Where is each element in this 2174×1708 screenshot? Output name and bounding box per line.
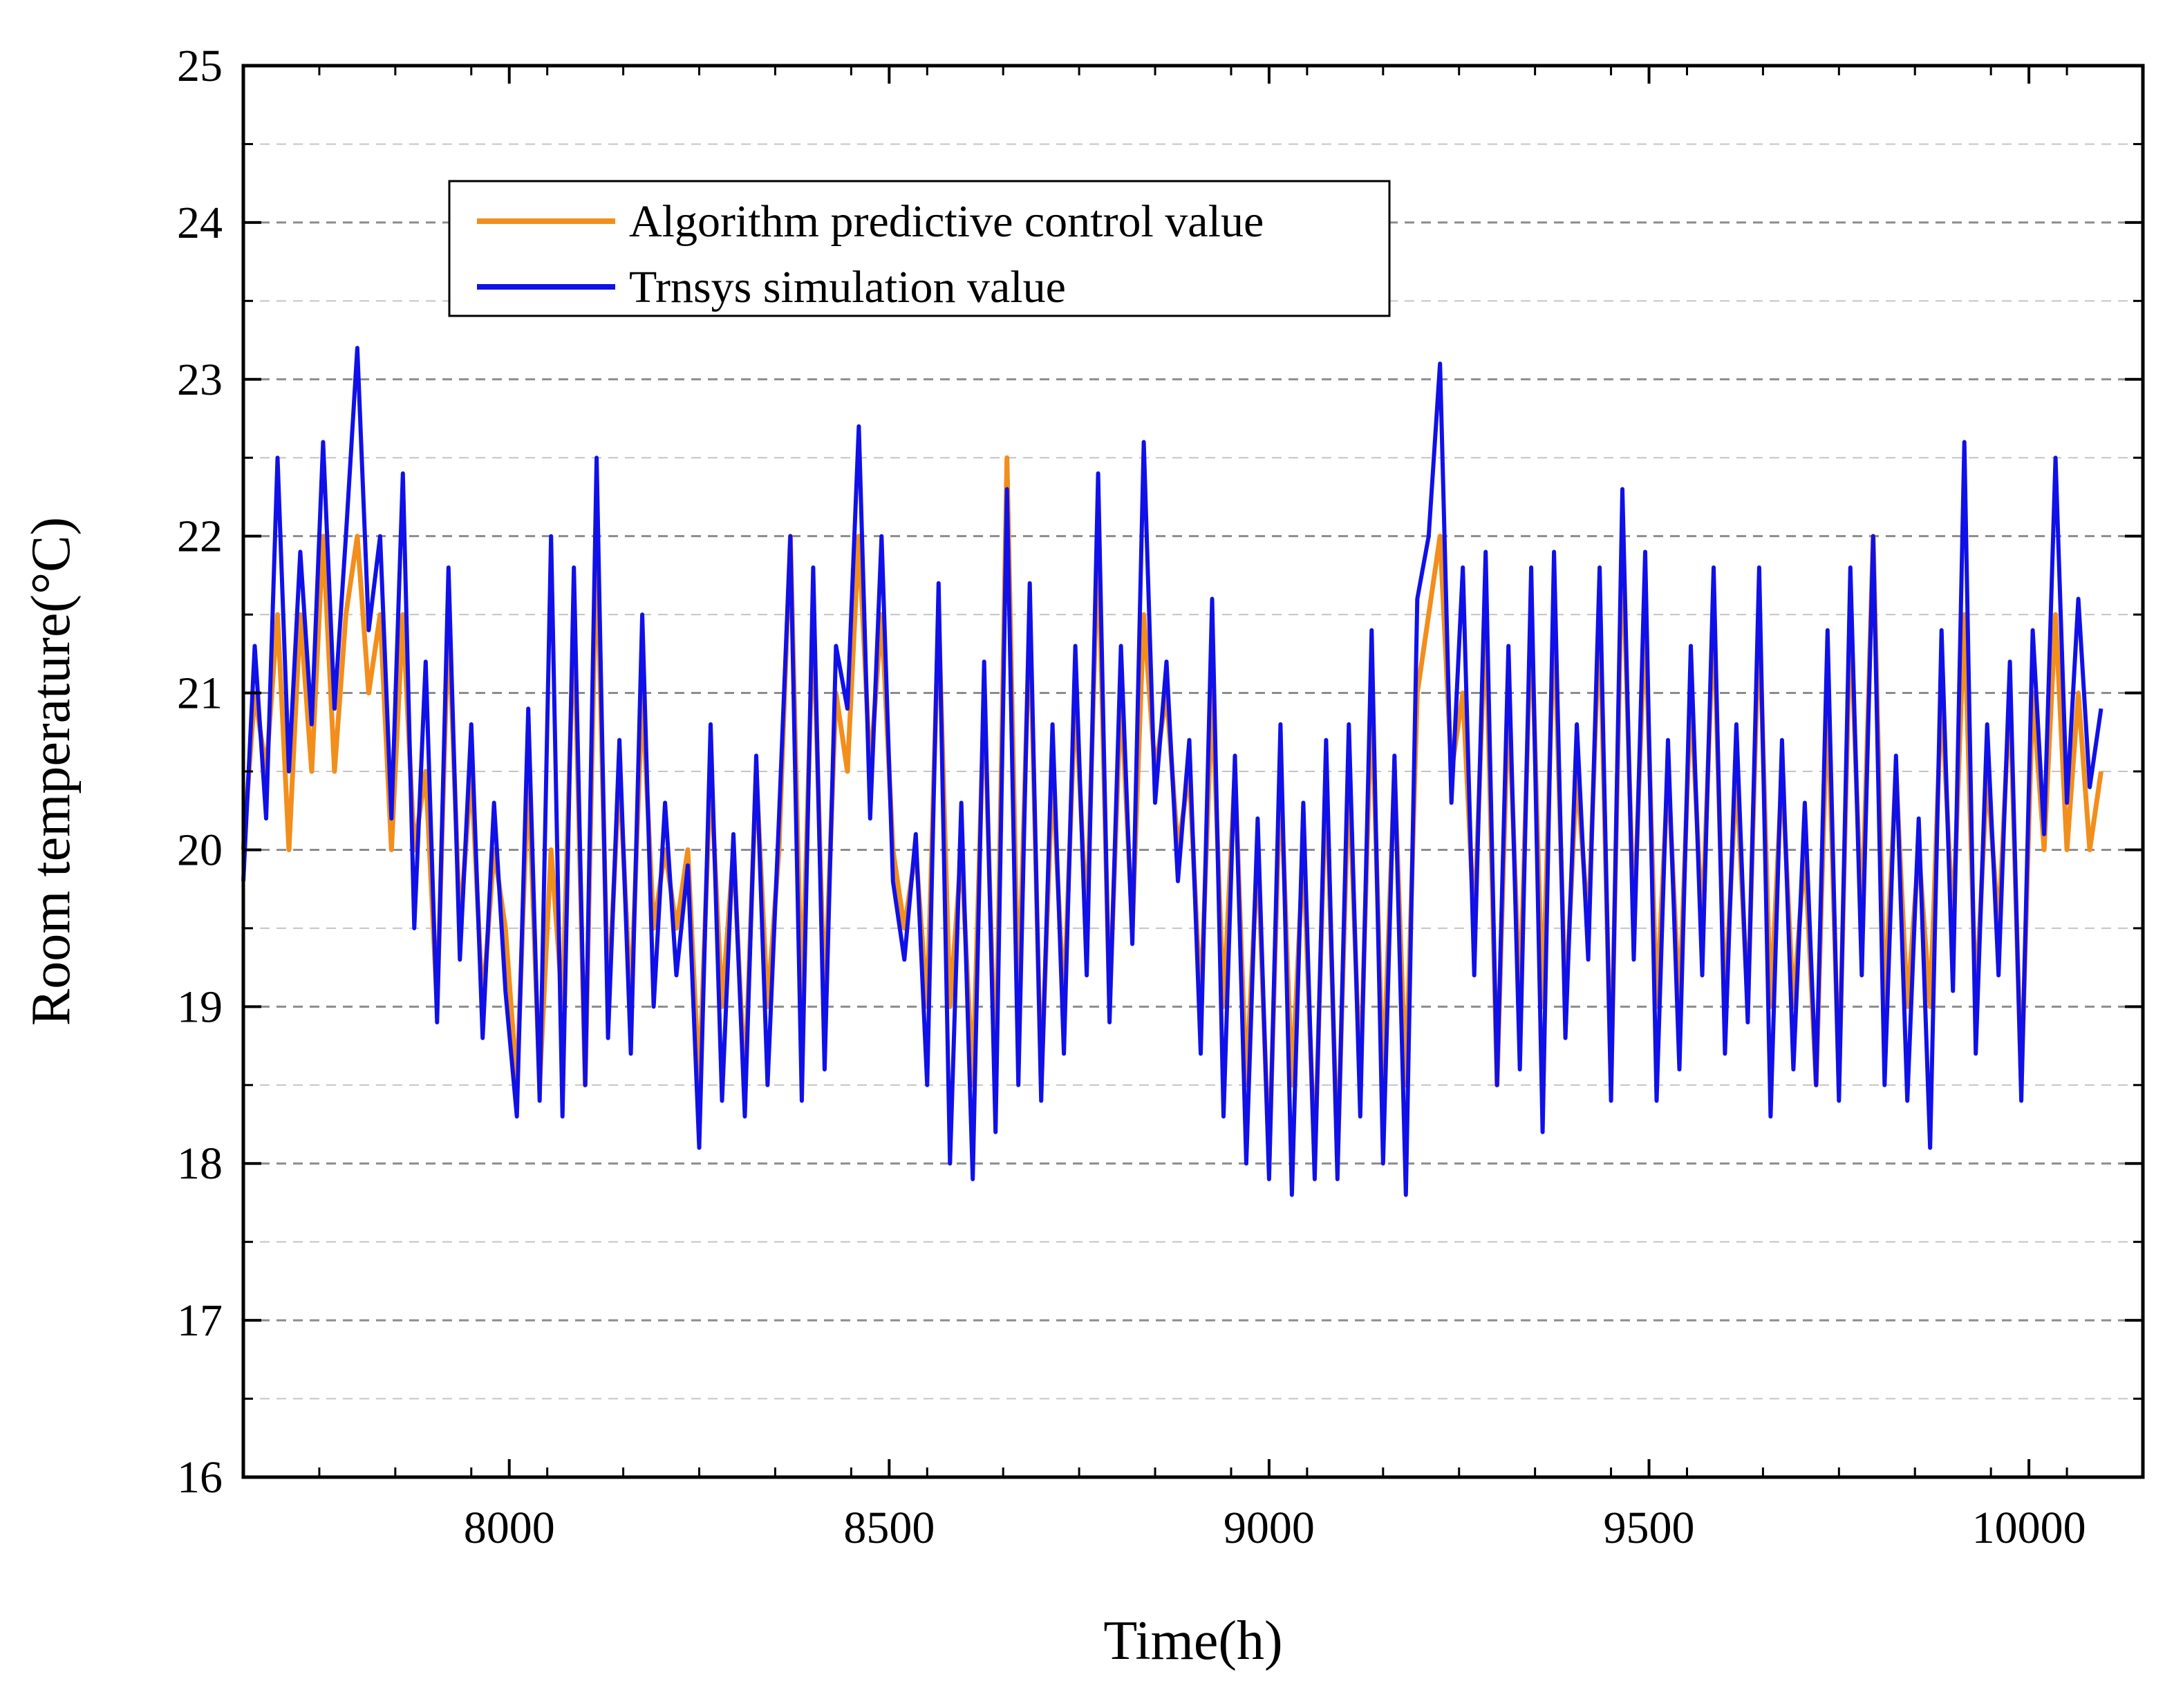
y-tick-label: 21: [177, 668, 223, 719]
y-tick-label: 16: [177, 1452, 223, 1503]
y-axis-ticks: 16 17 18 19 20 21 22 23 24 25: [177, 41, 2143, 1503]
x-axis-ticks: 8000 8500 9000 9500 10000: [318, 66, 2086, 1553]
x-tick-label: 8500: [843, 1503, 935, 1553]
legend-box: [448, 180, 1391, 317]
y-axis-title: Room temperature(°C): [21, 517, 82, 1026]
x-tick-label: 9000: [1224, 1503, 1315, 1553]
x-tick-label: 8000: [464, 1503, 555, 1553]
x-tick-label: 9500: [1604, 1503, 1695, 1553]
legend-label-trnsys: Trnsys simulation value: [629, 262, 1066, 312]
series-line-trnsys: [241, 346, 2103, 1197]
y-tick-label: 24: [177, 198, 223, 248]
y-tick-label: 17: [177, 1295, 223, 1346]
x-tick-label: 10000: [1972, 1503, 2086, 1553]
y-tick-label: 25: [177, 41, 223, 91]
y-tick-label: 22: [177, 512, 223, 562]
y-tick-label: 18: [177, 1138, 223, 1189]
y-tick-label: 23: [177, 355, 223, 405]
y-tick-label: 19: [177, 982, 223, 1032]
y-tick-label: 20: [177, 825, 223, 875]
series-layer: [241, 346, 2103, 1197]
legend-label-algorithm: Algorithm predictive control value: [629, 196, 1264, 247]
legend: Algorithm predictive control value Trnsy…: [448, 180, 1391, 317]
x-axis-title: Time(h): [1103, 1611, 1282, 1671]
